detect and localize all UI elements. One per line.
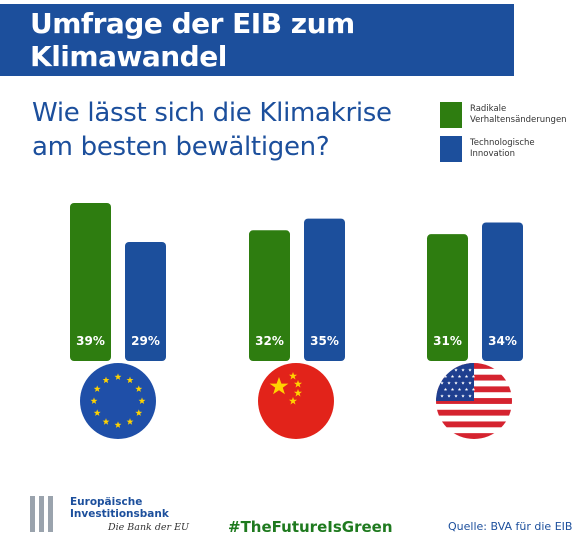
banner-title: Umfrage der EIB zum Klimawandel xyxy=(30,7,355,73)
legend-item-technology: Technologische Innovation xyxy=(440,136,580,162)
bar-chart: 39% 29% 32% 35% 31% 34% xyxy=(70,203,523,439)
bar-eu-technology xyxy=(125,241,166,361)
logo-tagline: Die Bank der EU xyxy=(108,522,190,533)
question-line-2: am besten bewältigen? xyxy=(32,132,330,162)
legend-label-line: Innovation xyxy=(470,149,516,159)
hashtag: #TheFutureIsGreen xyxy=(228,518,393,536)
bar-eu-behaviour xyxy=(70,203,111,361)
legend-swatch-green xyxy=(440,102,462,128)
bars-group: 39% 29% 32% 35% 31% 34% xyxy=(70,203,523,361)
logo-line-1: Europäische xyxy=(70,496,143,508)
question-line-1: Wie lässt sich die Klimakrise xyxy=(32,98,392,128)
eib-logo-mark-icon xyxy=(30,496,53,532)
chart-question: Wie lässt sich die Klimakrise am besten … xyxy=(32,96,412,164)
legend: Radikale Verhaltensänderungen Technologi… xyxy=(440,102,580,170)
bar-china-behaviour xyxy=(249,230,290,361)
bar-value-label: 29% xyxy=(131,334,160,348)
bar-usa-technology xyxy=(482,222,523,361)
legend-swatch-blue xyxy=(440,136,462,162)
bar-usa-behaviour xyxy=(427,234,468,361)
legend-label-line: Verhaltensänderungen xyxy=(470,115,567,125)
legend-label-line: Radikale xyxy=(470,104,507,114)
bar-value-label: 31% xyxy=(433,334,462,348)
legend-label-behaviour: Radikale Verhaltensänderungen xyxy=(470,102,575,126)
bar-value-label: 32% xyxy=(255,334,284,348)
usa-flag-icon xyxy=(436,363,512,439)
eu-flag-icon xyxy=(80,363,156,439)
bar-china-technology xyxy=(304,218,345,361)
logo-line-2: Investitionsbank xyxy=(70,508,169,520)
legend-item-behaviour: Radikale Verhaltensänderungen xyxy=(440,102,580,128)
bar-value-label: 39% xyxy=(76,334,105,348)
legend-label-technology: Technologische Innovation xyxy=(470,136,575,160)
header-banner: Umfrage der EIB zum Klimawandel xyxy=(0,4,514,76)
bar-value-label: 34% xyxy=(488,334,517,348)
legend-label-line: Technologische xyxy=(470,138,535,148)
source-note: Quelle: BVA für die EIB xyxy=(448,520,573,533)
china-flag-icon xyxy=(258,363,334,439)
eib-logo: Europäische Investitionsbank Die Bank de… xyxy=(26,494,216,538)
bar-value-label: 35% xyxy=(310,334,339,348)
